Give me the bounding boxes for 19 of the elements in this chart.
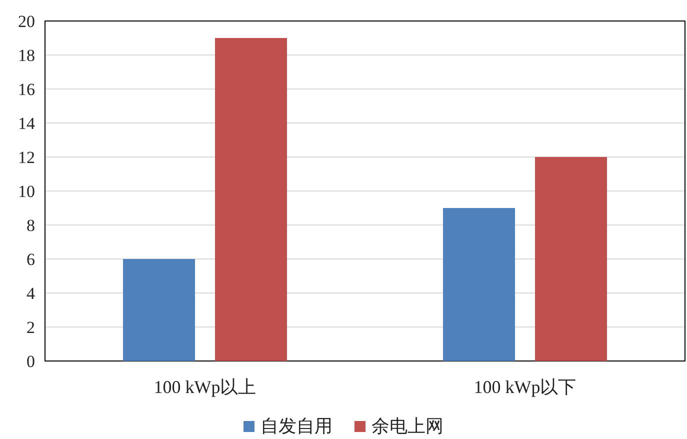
y-tick-label: 14 — [18, 114, 36, 133]
y-tick-label: 20 — [18, 12, 35, 31]
x-tick-label: 100 kWp以下 — [474, 377, 576, 397]
x-tick-label: 100 kWp以上 — [154, 377, 256, 397]
y-tick-label: 16 — [18, 80, 35, 99]
y-tick-label: 8 — [26, 216, 35, 235]
y-tick-label: 0 — [26, 352, 35, 371]
legend-label: 自发自用 — [260, 416, 332, 436]
y-tick-label: 10 — [18, 182, 35, 201]
y-tick-label: 4 — [26, 284, 36, 303]
bar — [215, 38, 287, 361]
y-tick-label: 2 — [26, 318, 35, 337]
y-tick-label: 12 — [18, 148, 35, 167]
bar — [443, 208, 515, 361]
bar — [123, 259, 195, 361]
y-tick-label: 18 — [18, 46, 35, 65]
y-tick-label: 6 — [26, 250, 35, 269]
bar — [535, 157, 607, 361]
legend-label: 余电上网 — [372, 416, 444, 436]
